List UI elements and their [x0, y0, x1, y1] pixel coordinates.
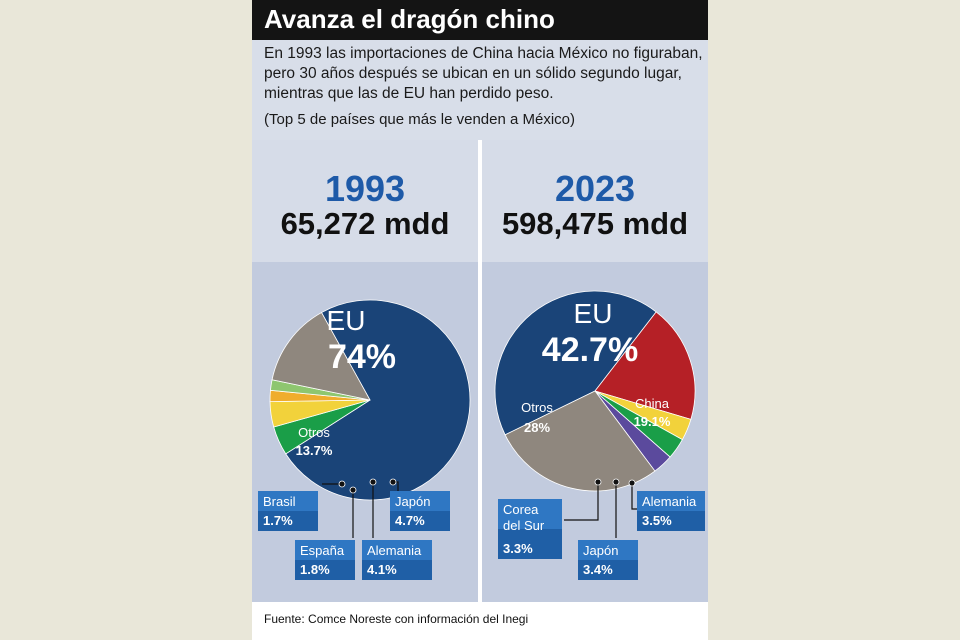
callout-value-bg-1993-japon [390, 511, 450, 531]
year-1993: 1993 [324, 168, 406, 209]
callout-value-bg-1993-espana [295, 560, 355, 580]
callout-name-1993-japon: Japón [395, 494, 430, 509]
pie-label-name-2023-otros: Otros [521, 400, 553, 415]
callout-value-1993-brasil: 1.7% [263, 513, 293, 528]
intro-box: En 1993 las importaciones de China hacia… [252, 40, 708, 140]
callout-name-2023-alemania: Alemania [642, 494, 697, 509]
leader-dot-1993-espana [349, 486, 357, 494]
leader-dot-1993-brasil [338, 480, 346, 488]
infographic-card: Avanza el dragón chino En 1993 las impor… [252, 0, 708, 640]
callout-name-2023-japon: Japón [583, 543, 618, 558]
top5-note: (Top 5 de países que más le venden a Méx… [264, 111, 576, 128]
callout-value-bg-1993-brasil [258, 511, 318, 531]
total-1993: 65,272 mdd [280, 206, 450, 241]
callout-name-1993-espana: España [300, 543, 345, 558]
subtitle-text: En 1993 las importaciones de China hacia… [264, 45, 703, 102]
pie-label-value-2023-china: 19.1% [634, 414, 671, 429]
pie-label-name-2023-eu: EU [574, 298, 613, 329]
pie-label-value-1993-otros: 13.7% [296, 443, 333, 458]
header-band-1993: 1993 65,272 mdd [252, 140, 478, 262]
pie-label-value-1993-eu: 74% [328, 338, 396, 376]
pie-label-name-2023-china: China [635, 396, 670, 411]
callout-value-2023-japon: 3.4% [583, 562, 613, 577]
callout-name-2023-corea-del-sur: Corea del Sur [503, 502, 545, 533]
pie-slice-2023-eu [494, 290, 657, 436]
pie-label-value-2023-otros: 28% [524, 420, 550, 435]
leader-dot-2023-japon [612, 478, 620, 486]
pie-label-value-2023-eu: 42.7% [542, 331, 638, 369]
callout-value-bg-2023-alemania [637, 511, 705, 531]
callout-value-1993-alemania: 4.1% [367, 562, 397, 577]
pie-slice-2023-china [594, 311, 696, 420]
leader-dot-1993-alemania [369, 478, 377, 486]
title-bar: Avanza el dragón chino [252, 0, 708, 40]
leader-dot-2023-alemania [628, 479, 636, 487]
footer: Fuente: Comce Noreste con información de… [252, 602, 708, 640]
pie-charts: EU74%Otros13.7%Japón4.7%Alemania4.1%Espa… [258, 290, 705, 580]
callout-value-bg-2023-japon [578, 560, 638, 580]
pie-slice-1993-eu [285, 299, 471, 501]
year-2023: 2023 [554, 168, 636, 209]
pie-slice-1993-otros [271, 311, 371, 401]
leader-dot-1993-japon [389, 478, 397, 486]
leader-line-2023-corea-del-sur [564, 482, 599, 521]
pie-label-name-1993-otros: Otros [298, 425, 330, 440]
leader-line-2023-alemania [631, 483, 637, 510]
total-2023: 598,475 mdd [501, 206, 689, 241]
callout-value-bg-2023-corea-del-sur [498, 529, 562, 559]
leader-dot-2023-corea-del-sur [594, 478, 602, 486]
callout-value-1993-espana: 1.8% [300, 562, 330, 577]
source-text: Fuente: Comce Noreste con información de… [264, 612, 529, 626]
pie-slice-2023-otros [504, 390, 656, 492]
callout-name-1993-brasil: Brasil [263, 494, 296, 509]
callout-value-2023-corea-del-sur: 3.3% [503, 541, 533, 556]
page-title: Avanza el dragón chino [264, 4, 555, 34]
pie-label-name-1993-eu: EU [327, 305, 366, 336]
callout-name-1993-alemania: Alemania [367, 543, 422, 558]
callout-value-2023-alemania: 3.5% [642, 513, 672, 528]
callout-value-1993-japon: 4.7% [395, 513, 425, 528]
callout-value-bg-1993-alemania [362, 560, 432, 580]
header-band-2023: 2023 598,475 mdd [482, 140, 708, 262]
